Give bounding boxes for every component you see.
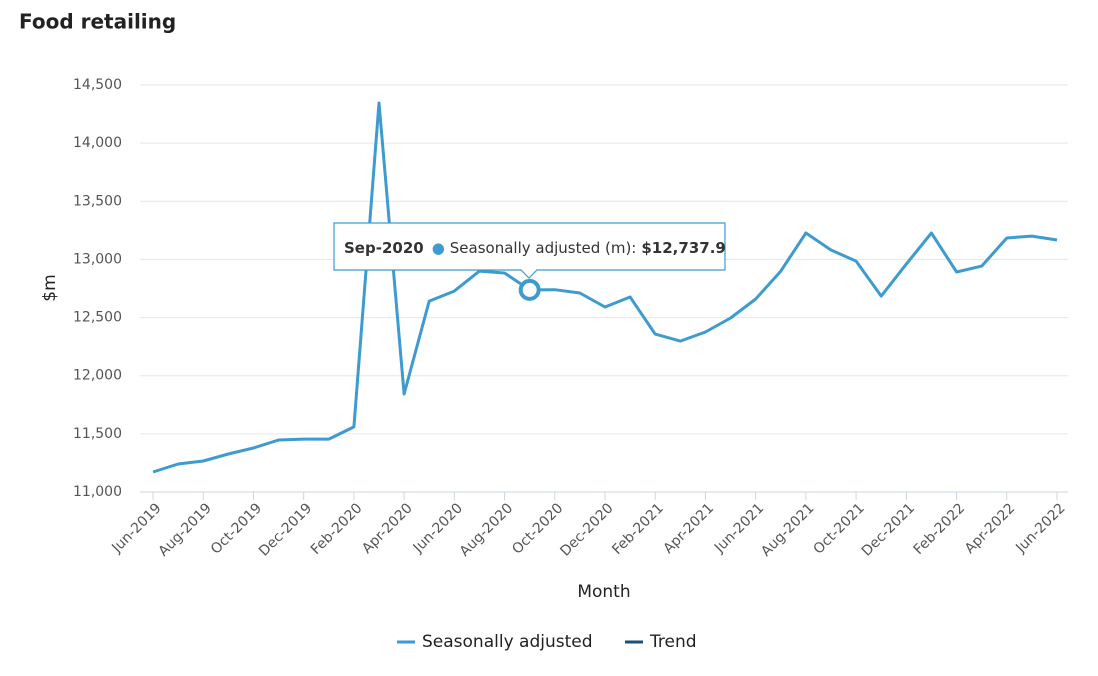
y-tick-label: 11,000 xyxy=(73,484,122,500)
y-tick-label: 14,000 xyxy=(73,135,122,151)
x-tick-label: Feb-2022 xyxy=(911,500,969,558)
y-tick-label: 12,500 xyxy=(73,310,122,326)
x-tick-label: Apr-2021 xyxy=(661,500,718,557)
x-tick-label: Aug-2020 xyxy=(457,500,516,559)
legend-label: Seasonally adjusted xyxy=(422,632,593,652)
x-tick-label: Aug-2019 xyxy=(155,500,214,559)
series-line xyxy=(152,101,1058,474)
hover-marker xyxy=(518,278,541,301)
x-axis-title: Month xyxy=(577,582,630,602)
y-tick-label: 12,000 xyxy=(73,368,122,384)
x-tick-label: Dec-2020 xyxy=(557,500,616,559)
x-tick-label: Jun-2022 xyxy=(1012,500,1068,556)
chart-title: Food retailing xyxy=(19,10,176,34)
legend-label: Trend xyxy=(649,632,697,652)
y-tick-label: 14,500 xyxy=(73,77,122,93)
x-tick-label: Apr-2020 xyxy=(359,500,416,557)
x-tick-label: Apr-2022 xyxy=(962,500,1019,557)
y-axis-title: $m xyxy=(40,274,60,301)
y-tick-label: 11,500 xyxy=(73,426,122,442)
x-tick-label: Feb-2021 xyxy=(609,500,667,558)
tooltip-text: Sep-2020 ● Seasonally adjusted (m): $12,737… xyxy=(344,239,726,257)
plot-area: 11,000 11,500 12,000 12,500 13,000 13,500 14,0… xyxy=(73,77,1069,560)
tooltip-dot: ● xyxy=(432,239,445,257)
tooltip-series: Seasonally adjusted (m): xyxy=(450,239,637,257)
tooltip-box xyxy=(333,222,726,279)
x-tick-label: Dec-2019 xyxy=(256,500,315,559)
x-tick-label: Feb-2020 xyxy=(308,500,366,558)
y-tick-label: 13,000 xyxy=(73,251,122,267)
tooltip-category: Sep-2020 xyxy=(344,239,424,257)
y-tick-label: 13,500 xyxy=(73,193,122,209)
tooltip: Sep-2020 ● Seasonally adjusted (m): $12,737… xyxy=(333,222,726,279)
x-tick-label: Dec-2021 xyxy=(859,500,918,559)
x-tick-label: Aug-2021 xyxy=(758,500,817,559)
tooltip-value: $12,737.9 xyxy=(641,239,725,257)
